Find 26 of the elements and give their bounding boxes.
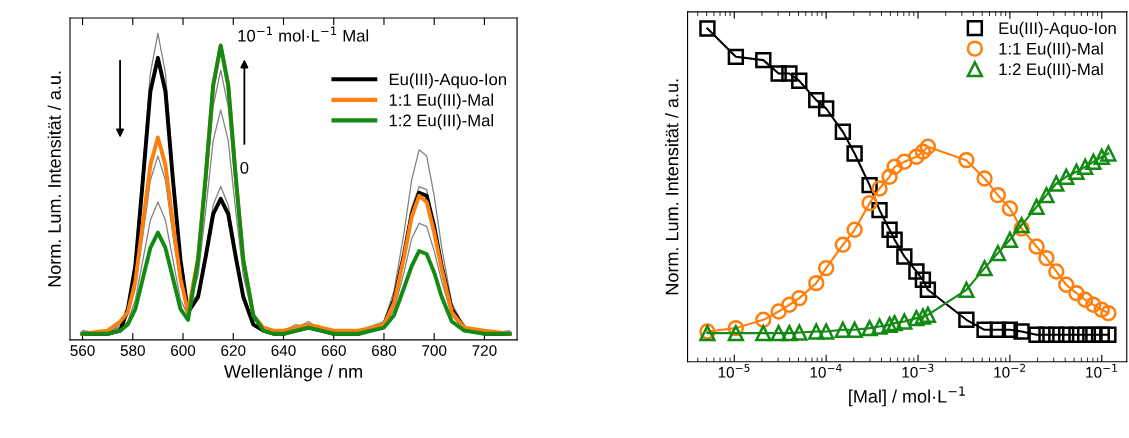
x-tick-label: 10$^{−5}$ [718, 363, 750, 378]
x-tick-label: 680 [371, 345, 397, 356]
x-tick-label: 580 [120, 345, 145, 356]
annotation: 10$^{−1}$ mol·L$^{−1}$ Mal [238, 26, 369, 42]
legend-label: 1:1 Eu(III)-Mal [389, 93, 493, 110]
x-tick-label: 10$^{−1}$ [1086, 363, 1117, 378]
x-axis-title: [Mal] / mol·L$^{−1}$ [849, 386, 965, 407]
x-tick-label: 660 [321, 345, 346, 356]
legend-label: Eu(III)-Aquo-Ion [999, 21, 1116, 38]
x-tick-label: 10$^{−2}$ [994, 363, 1025, 378]
x-tick-label: 700 [422, 345, 447, 356]
legend-label: 1:2 Eu(III)-Mal [999, 62, 1103, 79]
x-tick-label: 720 [472, 345, 497, 356]
annotation: 0 [240, 161, 249, 174]
x-tick-label: 560 [70, 345, 95, 356]
y-axis-title: Norm. Lum. Intensität / a.u. [47, 71, 61, 287]
legend-label: Eu(III)-Aquo-Ion [389, 73, 507, 89]
x-tick-label: 10$^{−4}$ [810, 363, 842, 378]
x-tick-label: 620 [221, 345, 246, 356]
x-tick-label: 600 [171, 345, 196, 356]
y-axis-title: Norm. Lum. Intensität / a.u. [665, 79, 679, 295]
x-axis-title: Wellenlänge / nm [224, 364, 362, 382]
x-tick-label: 10$^{−3}$ [902, 363, 934, 378]
legend-label: 1:1 Eu(III)-Mal [999, 42, 1103, 58]
x-tick-label: 640 [271, 345, 296, 356]
legend-label: 1:2 Eu(III)-Mal [389, 114, 493, 130]
